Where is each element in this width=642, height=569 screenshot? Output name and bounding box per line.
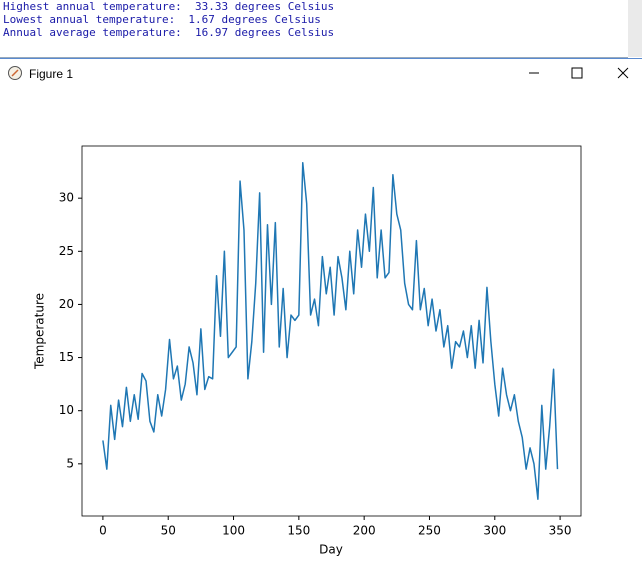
- y-tick-label: 10: [59, 403, 74, 417]
- console-line: Lowest annual temperature: 1.67 degrees …: [3, 13, 321, 26]
- scrollbar[interactable]: [628, 0, 642, 57]
- titlebar-icons: [8, 66, 629, 80]
- y-tick-label: 30: [59, 191, 74, 205]
- y-tick-label: 20: [59, 297, 74, 311]
- y-tick-label: 25: [59, 244, 74, 258]
- app-icon-detail: [11, 69, 19, 77]
- x-tick-label: 300: [483, 524, 506, 538]
- x-tick-label: 0: [99, 524, 107, 538]
- console-output: Highest annual temperature: 33.33 degree…: [0, 0, 628, 58]
- x-tick-label: 250: [418, 524, 441, 538]
- maximize-button[interactable]: [571, 67, 583, 79]
- x-tick-label: 100: [222, 524, 245, 538]
- figure: Day Temperature 0 50 100 150 200 250 300 350 5 10…: [33, 145, 582, 557]
- window-titlebar: Figure 1: [0, 58, 642, 89]
- x-tick-label: 350: [549, 524, 572, 538]
- y-tick-label: 5: [66, 456, 74, 470]
- data-line: [102, 162, 559, 500]
- y-axis-label: Temperature: [33, 293, 47, 370]
- console-line: Highest annual temperature: 33.33 degree…: [3, 0, 335, 13]
- x-tick-label: 200: [353, 524, 376, 538]
- x-tick-label: 150: [287, 524, 310, 538]
- y-tick-label: 15: [59, 350, 74, 364]
- axes-frame: [81, 145, 582, 517]
- window-title: Figure 1: [29, 67, 74, 81]
- console-line: Annual average temperature: 16.97 degree…: [3, 26, 335, 39]
- x-axis-label: Day: [319, 543, 343, 557]
- close-button[interactable]: [617, 67, 629, 79]
- x-tick-label: 50: [161, 524, 176, 538]
